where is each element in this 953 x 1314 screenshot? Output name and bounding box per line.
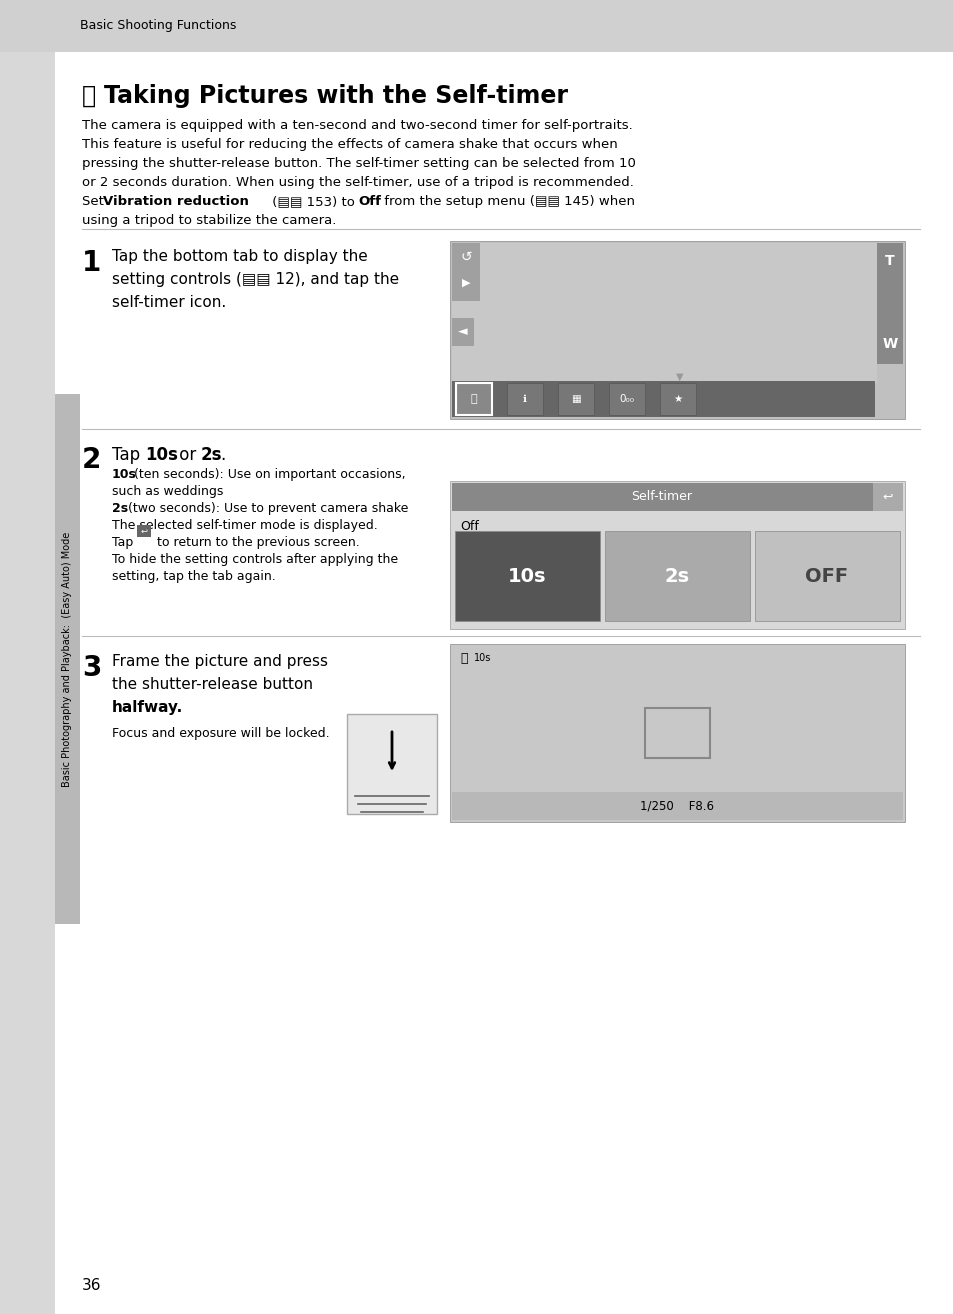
Bar [452,792,902,820]
Text: The selected self-timer mode is displayed.: The selected self-timer mode is displaye… [112,519,377,532]
Text: from the setup menu (▤▤ 145) when: from the setup menu (▤▤ 145) when [379,194,635,208]
Text: ▦: ▦ [571,394,580,403]
Bar [608,382,644,415]
Bar [55,394,80,924]
Bar [452,243,876,382]
Text: Tap: Tap [112,445,145,464]
Text: Basic Photography and Playback:  (Easy Auto) Mode: Basic Photography and Playback: (Easy Au… [62,531,71,787]
Text: W: W [882,336,897,351]
Text: the shutter-release button: the shutter-release button [112,677,313,692]
Text: Focus and exposure will be locked.: Focus and exposure will be locked. [112,727,330,740]
Text: Off: Off [357,194,380,208]
Text: or 2 seconds duration. When using the self-timer, use of a tripod is recommended: or 2 seconds duration. When using the se… [82,176,633,189]
Text: such as weddings: such as weddings [112,485,223,498]
Text: 3: 3 [82,654,101,682]
Text: 2: 2 [82,445,101,474]
Bar [137,526,151,537]
Text: to return to the previous screen.: to return to the previous screen. [152,536,359,549]
Text: ★: ★ [673,394,682,403]
Text: ↩: ↩ [140,527,148,536]
Text: ⏲: ⏲ [470,394,476,403]
Text: 1: 1 [82,248,101,277]
Text: .: . [220,445,225,464]
Text: ⏲: ⏲ [471,394,476,403]
Text: 2s: 2s [112,502,128,515]
Bar [347,714,436,813]
Text: self-timer icon.: self-timer icon. [112,296,226,310]
Bar [644,708,709,758]
Text: To hide the setting controls after applying the: To hide the setting controls after apply… [112,553,397,566]
Text: ⏲: ⏲ [459,652,467,665]
Bar [452,318,474,346]
Bar [450,644,904,823]
Text: Tap the bottom tab to display the: Tap the bottom tab to display the [112,248,367,264]
Text: 10s: 10s [145,445,177,464]
Text: 10s: 10s [474,653,491,664]
Text: This feature is useful for reducing the effects of camera shake that occurs when: This feature is useful for reducing the … [82,138,618,151]
Bar [452,381,874,417]
Bar [0,0,953,53]
Bar [876,243,902,364]
Bar [558,382,594,415]
Text: halfway.: halfway. [112,700,183,715]
Text: 10s: 10s [507,566,546,586]
Text: Frame the picture and press: Frame the picture and press [112,654,328,669]
Text: ↺: ↺ [459,250,472,264]
Text: OFF: OFF [804,566,847,586]
Bar [456,382,492,415]
Text: ◄: ◄ [457,326,467,339]
Bar [452,484,872,511]
Bar [754,531,899,622]
Bar [506,382,542,415]
Bar [604,531,749,622]
Text: ℹ: ℹ [522,394,526,403]
Text: 10s: 10s [112,468,136,481]
Text: T: T [884,254,894,268]
Text: pressing the shutter-release button. The self-timer setting can be selected from: pressing the shutter-release button. The… [82,156,636,170]
Text: 2s: 2s [663,566,689,586]
Text: Off: Off [459,520,478,533]
Text: 0₀₀: 0₀₀ [618,394,634,403]
Text: setting controls (▤▤ 12), and tap the: setting controls (▤▤ 12), and tap the [112,272,398,286]
Text: (ten seconds): Use on important occasions,: (ten seconds): Use on important occasion… [130,468,405,481]
Text: ↩: ↩ [882,490,892,503]
Text: Set: Set [82,194,108,208]
Bar [872,484,902,511]
Bar [450,481,904,629]
Text: 1/250    F8.6: 1/250 F8.6 [639,799,713,812]
Text: (two seconds): Use to prevent camera shake: (two seconds): Use to prevent camera sha… [124,502,408,515]
Text: (▤▤ 153) to: (▤▤ 153) to [268,194,358,208]
Bar [450,240,904,419]
Text: or: or [173,445,201,464]
Bar [659,382,696,415]
Text: Vibration reduction: Vibration reduction [103,194,249,208]
Text: using a tripod to stabilize the camera.: using a tripod to stabilize the camera. [82,214,336,227]
Text: ⌛: ⌛ [82,84,96,108]
Text: ▶: ▶ [461,279,470,288]
Bar [456,382,492,415]
Text: ▼: ▼ [676,372,683,382]
Text: Self-timer: Self-timer [631,490,692,503]
Text: setting, tap the tab again.: setting, tap the tab again. [112,570,275,583]
Text: 2s: 2s [201,445,222,464]
Text: The camera is equipped with a ten-second and two-second timer for self-portraits: The camera is equipped with a ten-second… [82,120,632,131]
Bar [455,531,599,622]
Text: 36: 36 [82,1279,101,1293]
Text: Taking Pictures with the Self-timer: Taking Pictures with the Self-timer [104,84,567,108]
Bar [452,243,479,301]
Text: Tap: Tap [112,536,137,549]
Text: Basic Shooting Functions: Basic Shooting Functions [80,20,236,33]
